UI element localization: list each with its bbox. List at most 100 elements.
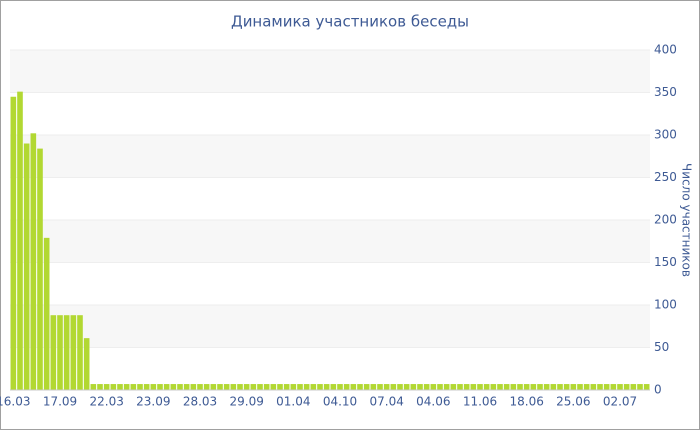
bar	[257, 384, 263, 390]
bar	[103, 384, 110, 390]
y-tick-label: 350	[654, 85, 677, 99]
x-tick-label: 04.06	[416, 395, 450, 409]
bar	[543, 384, 550, 390]
bar	[390, 384, 397, 390]
bar	[57, 315, 63, 390]
bar	[410, 384, 417, 390]
x-tick-label: 16.03	[0, 395, 31, 409]
bar	[377, 384, 383, 390]
bar	[130, 384, 137, 390]
bar	[210, 384, 217, 390]
bar	[110, 384, 117, 390]
bar	[597, 384, 603, 390]
bar	[623, 384, 630, 390]
bar	[637, 384, 643, 390]
bar	[310, 384, 317, 390]
bar	[450, 384, 457, 390]
bar	[37, 148, 43, 390]
bar	[97, 384, 103, 390]
bar	[170, 384, 177, 390]
bar	[483, 384, 490, 390]
bar	[343, 384, 350, 390]
bar	[590, 384, 597, 390]
y-tick-label: 300	[654, 128, 677, 142]
bar	[437, 384, 443, 390]
bar	[570, 384, 577, 390]
bar	[70, 315, 77, 390]
bar	[370, 384, 377, 390]
bar	[143, 384, 150, 390]
bar	[177, 384, 183, 390]
bar	[203, 384, 210, 390]
bar	[383, 384, 390, 390]
bar	[457, 384, 463, 390]
grid-band	[10, 135, 650, 178]
bar	[317, 384, 323, 390]
bar	[517, 384, 523, 390]
y-tick-label: 400	[654, 43, 677, 57]
x-tick-label: 01.04	[276, 395, 310, 409]
bar	[123, 384, 130, 390]
x-tick-label: 07.04	[369, 395, 403, 409]
x-tick-label: 23.09	[136, 395, 170, 409]
bar	[137, 384, 143, 390]
bar	[490, 384, 497, 390]
bar	[243, 384, 250, 390]
bar	[83, 338, 90, 390]
bar	[417, 384, 423, 390]
bar	[510, 384, 517, 390]
bar	[270, 384, 277, 390]
bar	[470, 384, 477, 390]
bar	[290, 384, 297, 390]
y-axis-title: Число участников	[680, 163, 694, 277]
y-tick-label: 250	[654, 170, 677, 184]
bar	[223, 384, 230, 390]
bar	[443, 384, 450, 390]
bar	[217, 384, 223, 390]
bar	[617, 384, 623, 390]
x-tick-label: 18.06	[509, 395, 543, 409]
y-tick-label: 50	[654, 340, 669, 354]
bar	[430, 384, 437, 390]
bar	[77, 315, 83, 390]
bar	[503, 384, 510, 390]
bar	[43, 237, 50, 390]
bar	[17, 91, 23, 391]
bar	[563, 384, 570, 390]
x-tick-label: 04.10	[323, 395, 357, 409]
bar	[557, 384, 563, 390]
grid-band	[10, 305, 650, 348]
bar	[323, 384, 330, 390]
bar	[583, 384, 590, 390]
bar	[50, 315, 57, 390]
bar	[610, 384, 617, 390]
bar	[643, 384, 650, 390]
bar	[463, 384, 470, 390]
bar	[197, 384, 203, 390]
bar	[357, 384, 363, 390]
bar	[163, 384, 170, 390]
x-tick-label: 25.06	[556, 395, 590, 409]
bar	[190, 384, 197, 390]
bar	[263, 384, 270, 390]
bar	[363, 384, 370, 390]
bar	[350, 384, 357, 390]
bar	[283, 384, 290, 390]
x-tick-label: 28.03	[183, 395, 217, 409]
bar	[337, 384, 343, 390]
x-tick-label: 17.09	[43, 395, 77, 409]
bar	[603, 384, 610, 390]
y-tick-label: 100	[654, 298, 677, 312]
bar	[117, 384, 123, 390]
x-tick-label: 29.09	[229, 395, 263, 409]
y-tick-label: 0	[654, 383, 662, 397]
y-tick-label: 150	[654, 255, 677, 269]
bar	[277, 384, 283, 390]
bar	[523, 384, 530, 390]
chart-title: Динамика участников беседы	[231, 13, 469, 31]
bar	[330, 384, 337, 390]
bar	[577, 384, 583, 390]
bar	[23, 143, 30, 390]
bar	[477, 384, 483, 390]
